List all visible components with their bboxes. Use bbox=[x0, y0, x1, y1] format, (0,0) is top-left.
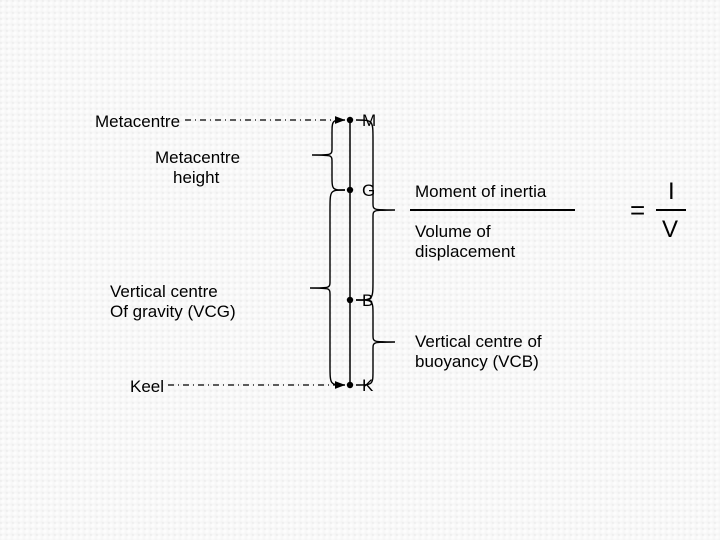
label-keel: Keel bbox=[130, 377, 164, 397]
brace-m-b bbox=[356, 120, 395, 300]
point-b-marker bbox=[347, 297, 353, 303]
formula-numerator: I bbox=[668, 180, 675, 204]
label-metacentre-height-line1: Metacentre bbox=[155, 148, 240, 167]
point-m-marker bbox=[347, 117, 353, 123]
diagram-overlay bbox=[0, 0, 720, 540]
label-moment-of-inertia: Moment of inertia bbox=[415, 182, 546, 202]
point-m-label: M bbox=[362, 112, 376, 129]
label-volume-line2: displacement bbox=[415, 242, 515, 261]
point-g-marker bbox=[347, 187, 353, 193]
label-vcb-line1: Vertical centre of bbox=[415, 332, 542, 351]
point-k-marker bbox=[347, 382, 353, 388]
label-metacentre: Metacentre bbox=[95, 112, 180, 132]
brace-vcb bbox=[356, 300, 395, 385]
label-vcg-line1: Vertical centre bbox=[110, 282, 218, 301]
label-vcb: Vertical centre of buoyancy (VCB) bbox=[415, 332, 542, 373]
formula-equals: = bbox=[630, 197, 645, 223]
label-volume-of-displacement: Volume of displacement bbox=[415, 222, 515, 263]
point-k-label: K bbox=[362, 377, 373, 394]
background-texture bbox=[0, 0, 720, 540]
label-vcb-line2: buoyancy (VCB) bbox=[415, 352, 539, 371]
label-vcg: Vertical centre Of gravity (VCG) bbox=[110, 282, 236, 323]
brace-metacentre-height bbox=[312, 120, 345, 190]
diagram-canvas: M G B K Metacentre Metacentre height Ver… bbox=[0, 0, 720, 540]
label-metacentre-height: Metacentre height bbox=[155, 148, 240, 189]
point-b-label: B bbox=[362, 292, 373, 309]
formula-denominator: V bbox=[662, 218, 678, 242]
label-volume-line1: Volume of bbox=[415, 222, 491, 241]
label-metacentre-height-line2: height bbox=[155, 168, 219, 187]
label-vcg-line2: Of gravity (VCG) bbox=[110, 302, 236, 321]
point-g-label: G bbox=[362, 182, 375, 199]
brace-vcg bbox=[310, 190, 345, 385]
